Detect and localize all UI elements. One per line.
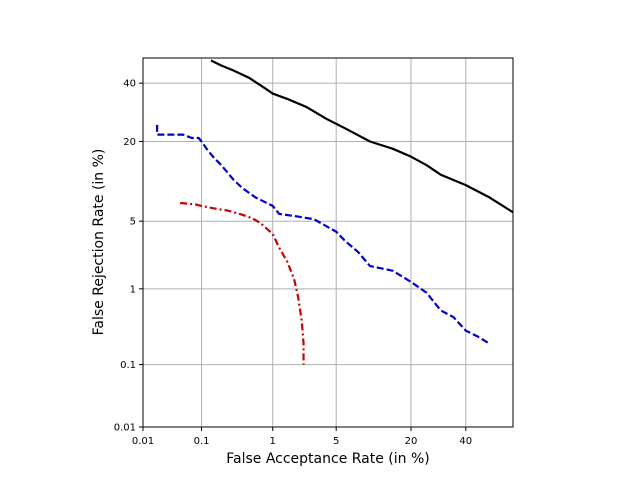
y-tick-label: 0.1	[120, 360, 136, 371]
plot-frame	[142, 57, 514, 428]
y-tick-label: 5	[130, 217, 136, 228]
series-line-2	[155, 124, 490, 345]
x-tick-label: 1	[270, 436, 276, 447]
series-layer	[155, 59, 513, 365]
ticks: 0.01 0.1 1 5 20 40 0.01 0.1 1 5 20 40	[114, 79, 472, 447]
series-line-1	[210, 59, 513, 214]
y-tick-label: 20	[123, 137, 136, 148]
x-axis-label: False Acceptance Rate (in %)	[226, 451, 430, 467]
x-tick-label: 0.01	[132, 436, 154, 447]
series-line-3	[180, 201, 305, 365]
y-axis-label: False Rejection Rate (in %)	[91, 149, 107, 336]
x-tick-label: 40	[459, 436, 472, 447]
x-tick-label: 0.1	[194, 436, 210, 447]
y-tick-label: 40	[123, 79, 136, 90]
x-tick-label: 20	[405, 436, 418, 447]
y-tick-label: 0.01	[114, 423, 136, 434]
grid	[142, 58, 513, 428]
x-tick-label: 5	[333, 436, 339, 447]
y-tick-label: 1	[130, 284, 136, 295]
